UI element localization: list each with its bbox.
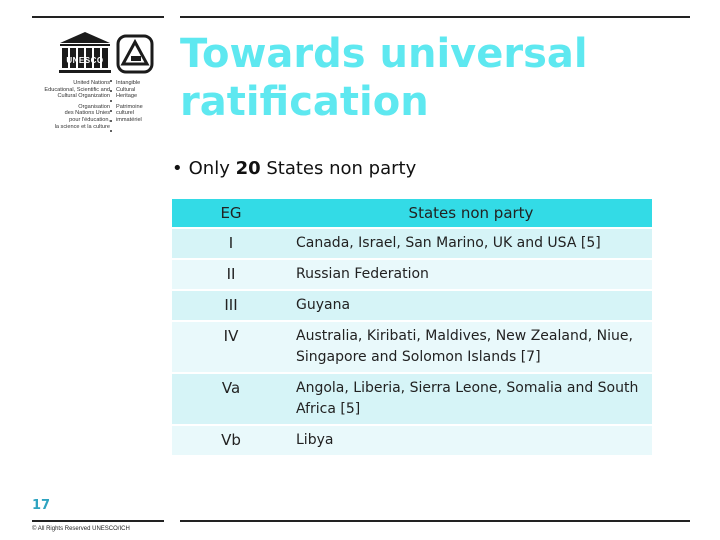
- bottom-divider-left: [32, 520, 164, 522]
- logo-line: pour l'éducation,: [69, 116, 110, 123]
- states-cell: Angola, Liberia, Sierra Leone, Somalia a…: [290, 374, 652, 424]
- bullet-dot-icon: •: [172, 158, 183, 179]
- states-non-party-table: EG States non party I Canada, Israel, Sa…: [172, 197, 652, 457]
- logo-line: la science et la culture: [54, 123, 110, 130]
- table-header-row: EG States non party: [172, 199, 652, 227]
- unesco-ich-logo: UNESCO United Nations Educational, Scien…: [30, 30, 165, 140]
- bullet-prefix: Only: [188, 158, 236, 179]
- logo-line: Cultural: [116, 86, 136, 93]
- eg-cell: Va: [172, 374, 290, 424]
- logo-line: des Nations Unies: [64, 110, 110, 117]
- eg-cell: IV: [172, 322, 290, 372]
- eg-cell: I: [172, 229, 290, 258]
- table-row: IV Australia, Kiribati, Maldives, New Ze…: [172, 322, 652, 372]
- intangible-heritage-emblem-icon: [116, 34, 154, 74]
- states-cell: Libya: [290, 426, 652, 455]
- bullet-suffix: States non party: [260, 158, 417, 179]
- bullet-point: • Only 20 States non party: [172, 158, 416, 179]
- page-number: 17: [32, 498, 51, 513]
- ich-name-column: Intangible Cultural Heritage Patrimoine …: [116, 80, 164, 124]
- header-eg: EG: [172, 199, 290, 227]
- logo-line: Educational, Scientific and: [44, 86, 110, 93]
- logo-separator-dots: [109, 80, 113, 140]
- header-states: States non party: [290, 199, 652, 227]
- unesco-wordmark: UNESCO: [66, 56, 103, 65]
- unesco-temple-icon: UNESCO: [59, 32, 111, 73]
- states-cell: Guyana: [290, 291, 652, 320]
- bullet-count: 20: [235, 158, 261, 179]
- states-cell: Russian Federation: [290, 260, 652, 289]
- top-divider-left: [32, 16, 164, 18]
- eg-cell: Vb: [172, 426, 290, 455]
- table-row: II Russian Federation: [172, 260, 652, 289]
- slide-title: Towards universal ratification: [180, 31, 588, 125]
- logo-line: Heritage: [116, 93, 138, 100]
- bottom-divider-right: [180, 520, 690, 522]
- logo-line: Organisation: [78, 103, 110, 110]
- eg-cell: III: [172, 291, 290, 320]
- unesco-name-column: United Nations Educational, Scientific a…: [20, 80, 110, 130]
- table-row: I Canada, Israel, San Marino, UK and USA…: [172, 229, 652, 258]
- logo-line: culturel: [116, 110, 135, 117]
- states-cell: Canada, Israel, San Marino, UK and USA […: [290, 229, 652, 258]
- copyright-notice: © All Rights Reserved UNESCO/ICH: [32, 526, 130, 532]
- logo-line: Cultural Organization: [57, 93, 110, 100]
- logo-line: Patrimoine: [116, 103, 143, 110]
- logo-line: Intangible: [116, 80, 141, 86]
- logo-line: United Nations: [73, 80, 110, 86]
- table-row: Va Angola, Liberia, Sierra Leone, Somali…: [172, 374, 652, 424]
- states-cell: Australia, Kiribati, Maldives, New Zeala…: [290, 322, 652, 372]
- table-row: III Guyana: [172, 291, 652, 320]
- table-row: Vb Libya: [172, 426, 652, 455]
- top-divider-right: [180, 16, 690, 18]
- logo-line: immatériel: [116, 116, 142, 123]
- eg-cell: II: [172, 260, 290, 289]
